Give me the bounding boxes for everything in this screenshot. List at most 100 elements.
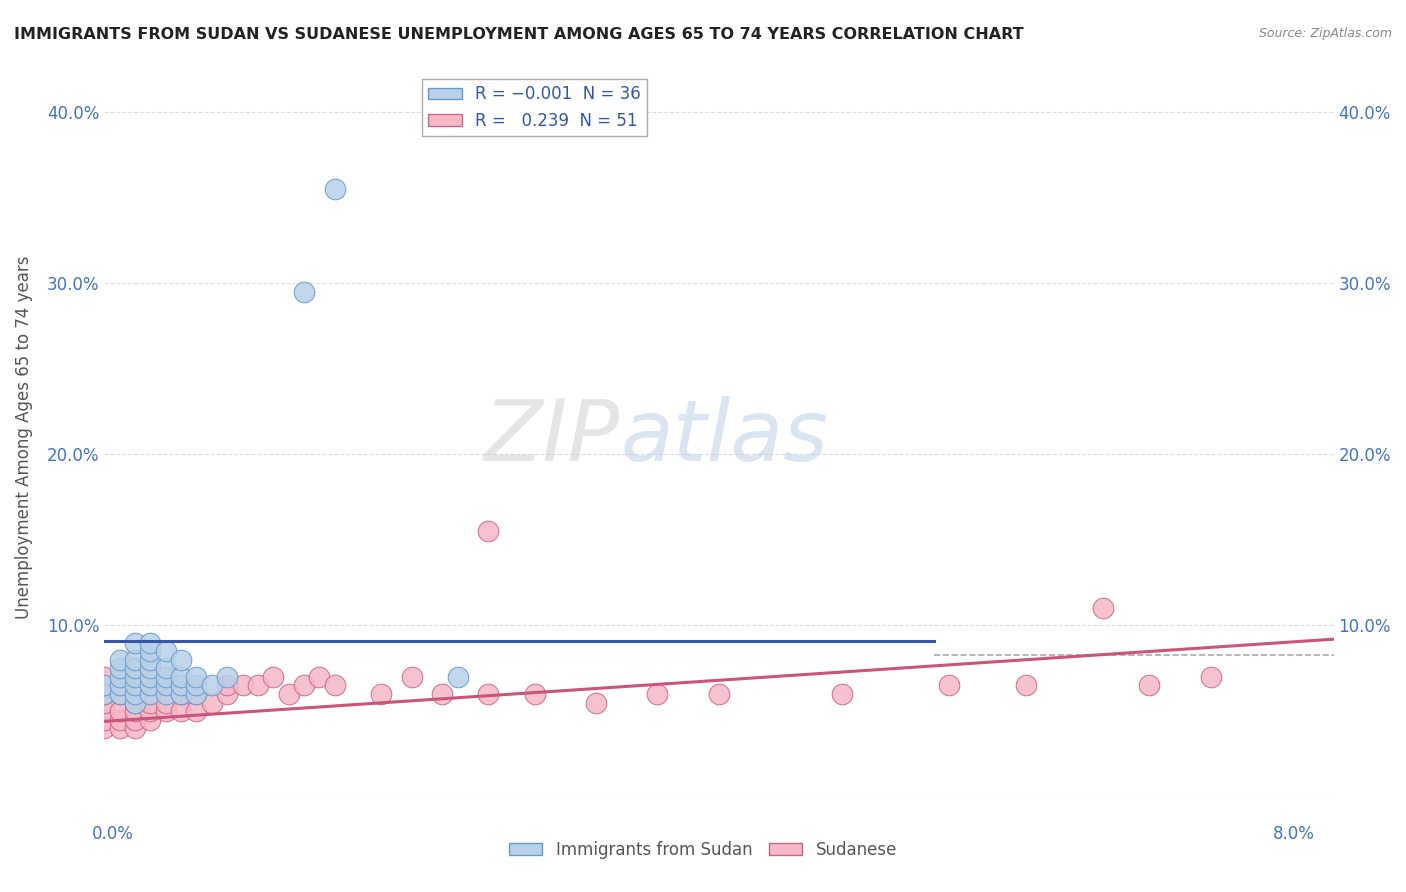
Point <box>139 696 162 710</box>
Point <box>186 670 208 684</box>
Point <box>155 704 177 718</box>
Point <box>186 704 208 718</box>
Point <box>93 687 115 701</box>
Point <box>170 670 193 684</box>
Point <box>108 653 131 667</box>
Point <box>108 678 131 692</box>
Point <box>93 713 115 727</box>
Point <box>124 704 146 718</box>
Text: Source: ZipAtlas.com: Source: ZipAtlas.com <box>1258 27 1392 40</box>
Point <box>124 687 146 701</box>
Point <box>108 704 131 718</box>
Point <box>139 653 162 667</box>
Point <box>124 687 146 701</box>
Point <box>108 670 131 684</box>
Point <box>124 696 146 710</box>
Point <box>477 524 499 539</box>
Point <box>938 678 960 692</box>
Point <box>155 696 177 710</box>
Point <box>201 696 224 710</box>
Point <box>155 678 177 692</box>
Point <box>262 670 284 684</box>
Point <box>1015 678 1038 692</box>
Point <box>170 687 193 701</box>
Point <box>108 721 131 735</box>
Point <box>108 687 131 701</box>
Point <box>292 285 315 299</box>
Y-axis label: Unemployment Among Ages 65 to 74 years: Unemployment Among Ages 65 to 74 years <box>15 255 32 619</box>
Point <box>139 635 162 649</box>
Point <box>124 661 146 675</box>
Point <box>139 713 162 727</box>
Point <box>323 678 346 692</box>
Point <box>647 687 669 701</box>
Point <box>108 713 131 727</box>
Point <box>217 687 239 701</box>
Point <box>139 678 162 692</box>
Point <box>155 678 177 692</box>
Point <box>1137 678 1160 692</box>
Point <box>139 661 162 675</box>
Point <box>139 670 162 684</box>
Point <box>139 678 162 692</box>
Point <box>523 687 546 701</box>
Point <box>124 721 146 735</box>
Point <box>93 678 115 692</box>
Point <box>139 687 162 701</box>
Point <box>186 678 208 692</box>
Point <box>831 687 853 701</box>
Point <box>432 687 454 701</box>
Point <box>108 661 131 675</box>
Point <box>370 687 392 701</box>
Point <box>108 678 131 692</box>
Point <box>292 678 315 692</box>
Point <box>108 687 131 701</box>
Point <box>124 670 146 684</box>
Point <box>308 670 330 684</box>
Point <box>277 687 299 701</box>
Text: ZIP: ZIP <box>484 395 620 479</box>
Point <box>323 182 346 196</box>
Legend: Immigrants from Sudan, Sudanese: Immigrants from Sudan, Sudanese <box>502 835 904 866</box>
Point <box>124 696 146 710</box>
Text: 8.0%: 8.0% <box>1272 825 1315 843</box>
Point <box>217 670 239 684</box>
Point <box>124 678 146 692</box>
Text: atlas: atlas <box>620 395 828 479</box>
Point <box>477 687 499 701</box>
Text: IMMIGRANTS FROM SUDAN VS SUDANESE UNEMPLOYMENT AMONG AGES 65 TO 74 YEARS CORRELA: IMMIGRANTS FROM SUDAN VS SUDANESE UNEMPL… <box>14 27 1024 42</box>
Point <box>401 670 423 684</box>
Point <box>707 687 730 701</box>
Point <box>155 644 177 658</box>
Point <box>170 653 193 667</box>
Point <box>585 696 607 710</box>
Point <box>201 678 224 692</box>
Point <box>232 678 254 692</box>
Point <box>93 696 115 710</box>
Legend: R = −0.001  N = 36, R =   0.239  N = 51: R = −0.001 N = 36, R = 0.239 N = 51 <box>422 78 647 136</box>
Point <box>124 670 146 684</box>
Point <box>124 653 146 667</box>
Point <box>93 687 115 701</box>
Point <box>124 635 146 649</box>
Point <box>155 687 177 701</box>
Point <box>186 687 208 701</box>
Point <box>217 678 239 692</box>
Point <box>124 713 146 727</box>
Point <box>1092 601 1115 615</box>
Point <box>93 721 115 735</box>
Point <box>186 687 208 701</box>
Point <box>447 670 470 684</box>
Point <box>246 678 269 692</box>
Point <box>1199 670 1222 684</box>
Text: 0.0%: 0.0% <box>91 825 134 843</box>
Point <box>155 670 177 684</box>
Point <box>170 687 193 701</box>
Point <box>139 644 162 658</box>
Point <box>93 670 115 684</box>
Point <box>93 704 115 718</box>
Point <box>139 704 162 718</box>
Point <box>155 661 177 675</box>
Point <box>170 678 193 692</box>
Point <box>170 704 193 718</box>
